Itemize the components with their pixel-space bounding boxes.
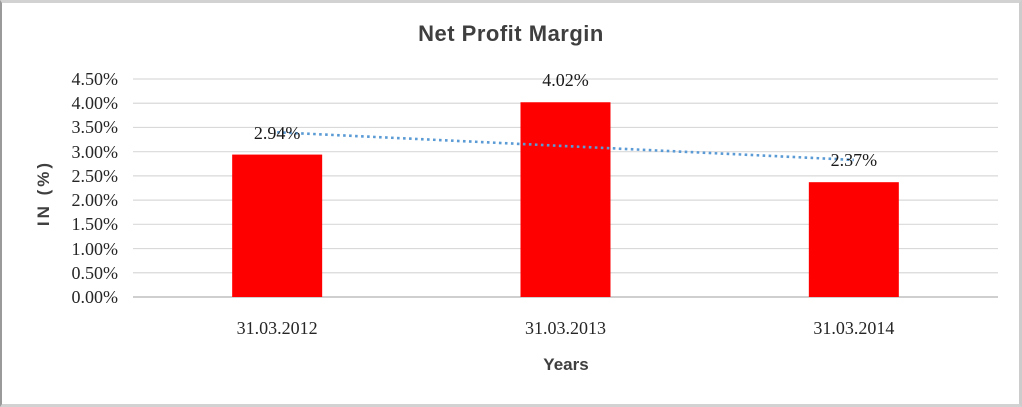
y-tick-label: 2.50% [71,165,119,186]
y-tick-label: 3.50% [71,117,119,138]
x-category-label: 31.03.2014 [813,318,895,338]
y-tick-label: 2.00% [71,190,119,211]
y-tick-label: 1.00% [71,238,119,259]
y-tick-label: 3.00% [71,141,119,162]
bar-31.03.2014 [808,182,899,297]
y-tick-label: 0.00% [71,287,119,307]
bar-data-label: 2.37% [830,150,878,171]
y-tick-label: 1.50% [71,214,119,235]
chart-title: Net Profit Margin [418,21,604,46]
x-category-label: 31.03.2012 [236,318,318,338]
x-category-label: 31.03.2013 [525,318,606,338]
y-tick-label: 0.50% [71,262,119,283]
bar-31.03.2012 [232,154,323,297]
y-tick-label: 4.50% [71,69,119,89]
y-tick-label: 4.00% [71,93,119,114]
trendline [277,130,854,162]
bar-31.03.2013 [520,102,611,298]
x-axis-title: Years [543,355,589,374]
bar-data-label: 2.94% [253,122,301,143]
bar-data-label: 4.02% [542,70,589,91]
